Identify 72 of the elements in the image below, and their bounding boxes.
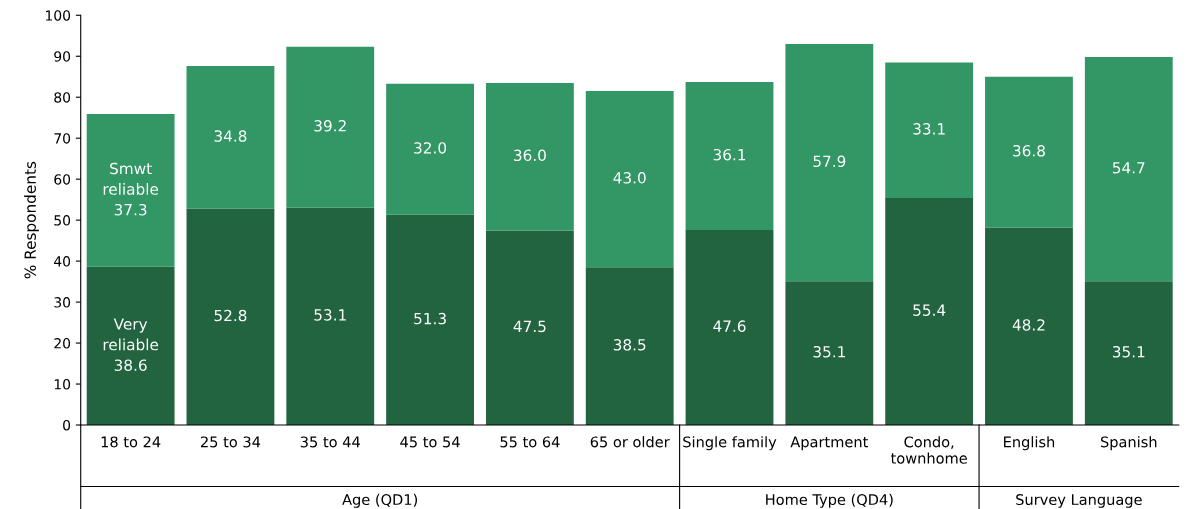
data-label: 51.3: [414, 312, 446, 325]
data-label: 55.4: [913, 304, 946, 316]
bar: [785, 281, 874, 426]
x-tick-label: Single family: [683, 436, 777, 451]
data-label: 47.5: [513, 320, 546, 333]
data-label: 38.5: [613, 339, 646, 351]
y-tick-label: 30: [54, 297, 71, 308]
bar: [685, 229, 774, 426]
bar: [1084, 281, 1173, 426]
data-label: 57.9: [813, 155, 846, 168]
y-axis-title: % Respondents: [24, 161, 39, 279]
bar: [86, 114, 175, 267]
bar: [386, 214, 474, 426]
y-tick-label: 80: [54, 92, 71, 103]
bar: [785, 43, 874, 282]
data-label: 43.0: [613, 172, 646, 184]
y-tick-label: 90: [54, 51, 71, 62]
x-tick-label: 45 to 54: [400, 436, 460, 448]
text: Age (QD1): [342, 493, 418, 508]
text: Survey Language: [1016, 494, 1142, 508]
data-label: 36.1: [713, 148, 746, 161]
bar: [485, 230, 574, 426]
bar: [1084, 57, 1173, 282]
bar: [386, 83, 474, 215]
data-label: 36.8: [1013, 145, 1045, 157]
data-label: 37.3: [114, 203, 147, 216]
bar: [985, 227, 1073, 426]
text: Home Type (QD4): [766, 493, 893, 508]
series-label: Smwt reliable: [103, 162, 159, 195]
bar: [685, 82, 774, 230]
x-tick-label: English: [1004, 436, 1055, 451]
x-tick-label: 55 to 64: [500, 436, 560, 448]
bar: [86, 266, 175, 426]
data-label: 38.6: [114, 359, 147, 371]
x-tick-label: Condo, townhome: [890, 436, 967, 464]
data-label: 32.0: [414, 142, 447, 154]
x-tick-label: 25 to 34: [201, 436, 261, 448]
bar: [585, 91, 674, 268]
y-tick-label: 100: [46, 10, 71, 21]
bar: [286, 207, 375, 426]
data-label: 54.7: [1112, 162, 1145, 174]
y-tick-label: 0: [63, 419, 71, 431]
data-label: 34.8: [214, 130, 247, 142]
bar: [485, 82, 574, 231]
bar: [186, 66, 275, 209]
bar: [885, 62, 974, 199]
bar: [985, 76, 1073, 228]
y-tick-label: 40: [54, 256, 71, 267]
bar: [186, 208, 275, 426]
y-tick-label: 50: [54, 215, 71, 226]
x-tick-label: 65 or older: [590, 436, 670, 448]
data-label: 39.2: [314, 120, 346, 132]
data-label: 35.1: [813, 345, 845, 358]
x-tick-label: 18 to 24: [101, 436, 161, 448]
y-tick-label: 20: [54, 338, 71, 349]
x-tick-label: Spanish: [1100, 436, 1157, 451]
series-label: Very reliable: [103, 318, 159, 351]
data-label: 48.2: [1012, 319, 1045, 331]
y-tick-label: 60: [54, 174, 71, 185]
y-tick-label: 70: [54, 133, 71, 144]
data-label: 53.1: [314, 309, 346, 321]
y-tick-label: 10: [54, 379, 71, 390]
data-label: 35.1: [1112, 345, 1145, 358]
data-label: 52.8: [214, 309, 247, 322]
x-tick-label: 35 to 44: [300, 436, 360, 448]
data-label: 33.1: [913, 123, 945, 135]
x-tick-label: Apartment: [790, 436, 868, 451]
data-label: 36.0: [514, 149, 546, 162]
bar: [286, 46, 375, 208]
bar: [885, 198, 974, 426]
data-label: 47.6: [713, 320, 746, 332]
bar: [585, 267, 674, 426]
